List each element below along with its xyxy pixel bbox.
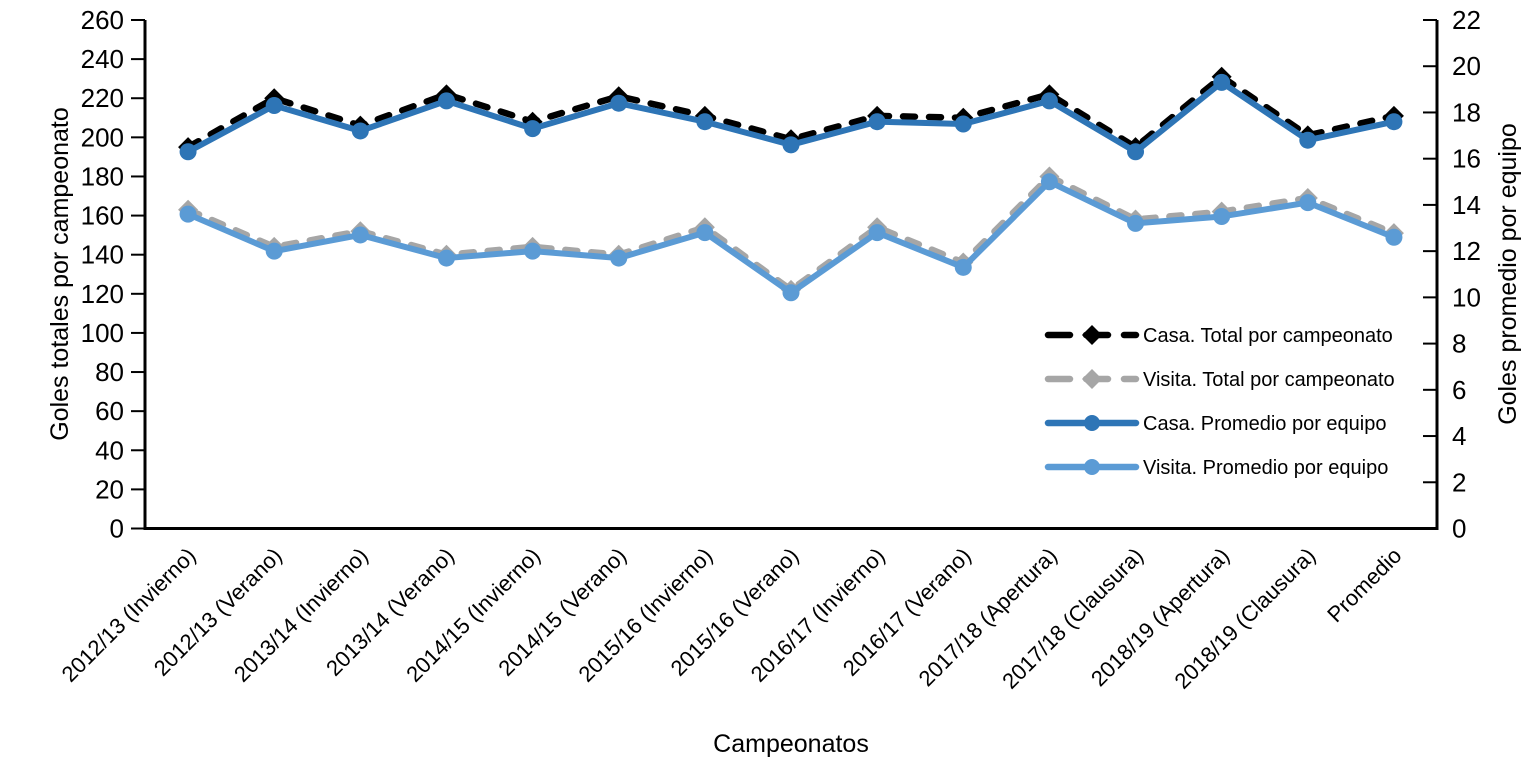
y-right-tick-label: 14 <box>1452 190 1481 220</box>
y-axis-left-title: Goles totales por campeonato <box>46 107 74 441</box>
legend-diamond-marker-icon <box>1082 369 1102 389</box>
category-label: 2018/19 (Clausura) <box>1169 543 1320 694</box>
legend-diamond-marker-icon <box>1082 325 1102 345</box>
data-point-circle <box>437 92 455 110</box>
data-point-circle <box>610 94 628 112</box>
legend-circle-marker-icon <box>1084 459 1100 475</box>
data-point-circle <box>782 284 800 302</box>
legend-entry-casa-total: Casa. Total por campeonato <box>1044 325 1393 347</box>
y-right-tick-label: 6 <box>1452 375 1466 405</box>
data-point-circle <box>868 113 886 131</box>
legend-label: Visita. Total por campeonato <box>1143 369 1395 391</box>
y-axis-right-title: Goles promedio por equipo <box>1494 123 1522 425</box>
y-left-tick-label: 220 <box>81 83 124 113</box>
legend-circle-marker-icon <box>1084 415 1100 431</box>
y-left-tick-label: 200 <box>81 122 124 152</box>
data-point-circle <box>524 120 542 138</box>
data-series <box>178 66 1404 302</box>
y-right-tick-label: 10 <box>1452 282 1481 312</box>
data-point-circle <box>1213 73 1231 91</box>
data-point-circle <box>1127 143 1145 161</box>
data-point-circle <box>610 249 628 267</box>
y-left-tick-label: 80 <box>95 357 124 387</box>
series-line <box>185 178 1397 296</box>
data-point-circle <box>437 249 455 267</box>
data-point-circle <box>1299 131 1317 149</box>
y-left-tick-label: 240 <box>81 44 124 74</box>
legend-entry-visita-total: Visita. Total por campeonato <box>1044 369 1395 391</box>
data-point-circle <box>1127 214 1145 232</box>
data-point-circle <box>1299 194 1317 212</box>
y-right-tick-label: 12 <box>1452 236 1481 266</box>
data-point-circle <box>696 224 714 242</box>
legend-entry-casa-promedio: Casa. Promedio por equipo <box>1044 413 1386 435</box>
data-point-circle <box>1385 228 1403 246</box>
data-point-circle <box>1213 207 1231 225</box>
data-point-circle <box>782 136 800 154</box>
y-right-tick-label: 0 <box>1452 514 1466 544</box>
data-point-circle <box>179 143 197 161</box>
y-left-tick-label: 40 <box>95 435 124 465</box>
series-line <box>184 173 1398 294</box>
y-right-tick-label: 22 <box>1452 5 1481 35</box>
y-left-tick-label: 120 <box>81 279 124 309</box>
y-left-tick-label: 160 <box>81 201 124 231</box>
data-point-circle <box>351 122 369 140</box>
legend: Casa. Total por campeonato Visita. Total… <box>1044 325 1395 479</box>
x-axis-title: Campeonatos <box>713 730 869 758</box>
data-point-circle <box>868 224 886 242</box>
data-point-circle <box>265 97 283 115</box>
y-left-tick-label: 100 <box>81 318 124 348</box>
y-axis-right-ticks: 0 2 4 6 8 10 12 14 16 18 20 22 <box>1423 5 1481 544</box>
axes <box>143 20 1439 530</box>
y-left-tick-label: 260 <box>81 5 124 35</box>
data-point-circle <box>265 242 283 260</box>
data-point-circle <box>696 113 714 131</box>
legend-label: Casa. Total por campeonato <box>1143 325 1393 347</box>
data-point-circle <box>179 205 197 223</box>
data-point-circle <box>351 226 369 244</box>
data-point-circle <box>1040 173 1058 191</box>
y-right-tick-label: 20 <box>1452 51 1481 81</box>
y-left-tick-label: 180 <box>81 161 124 191</box>
y-right-tick-label: 4 <box>1452 421 1466 451</box>
data-point-circle <box>954 258 972 276</box>
y-right-tick-label: 8 <box>1452 329 1466 359</box>
data-point-circle <box>1385 113 1403 131</box>
data-point-circle <box>524 242 542 260</box>
y-right-tick-label: 2 <box>1452 467 1466 497</box>
y-right-tick-label: 18 <box>1452 97 1481 127</box>
category-label: Promedio <box>1322 543 1406 627</box>
x-axis-category-labels: 2012/13 (Invierno)2012/13 (Verano)2013/1… <box>57 543 1407 694</box>
y-left-tick-label: 140 <box>81 240 124 270</box>
legend-label: Visita. Promedio por equipo <box>1143 457 1388 479</box>
data-point-circle <box>954 115 972 133</box>
legend-entry-visita-promedio: Visita. Promedio por equipo <box>1044 457 1388 479</box>
data-point-circle <box>1040 92 1058 110</box>
y-axis-left-ticks: 0 20 40 60 80 100 120 140 160 180 200 220 240 260 <box>81 5 145 544</box>
y-left-tick-label: 0 <box>110 514 124 544</box>
y-left-tick-label: 60 <box>95 396 124 426</box>
y-right-tick-label: 16 <box>1452 144 1481 174</box>
legend-label: Casa. Promedio por equipo <box>1143 413 1386 435</box>
y-left-tick-label: 20 <box>95 474 124 504</box>
category-label: 2017/18 (Clausura) <box>997 543 1148 694</box>
